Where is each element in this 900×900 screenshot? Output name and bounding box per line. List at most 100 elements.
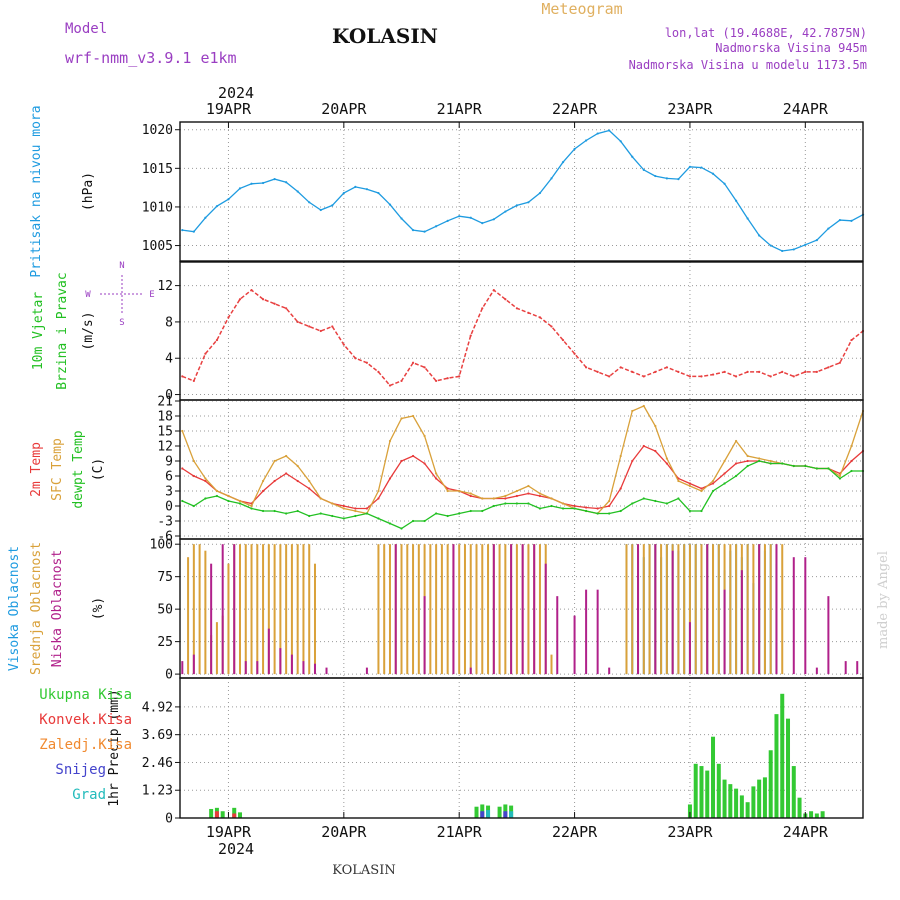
data-point bbox=[423, 230, 426, 233]
data-bar bbox=[654, 544, 657, 675]
data-point bbox=[342, 343, 345, 346]
data-point bbox=[308, 487, 311, 490]
data-bar bbox=[844, 661, 847, 675]
legend-convective-rain: Konvek.Kisa bbox=[39, 712, 132, 728]
top-year-label: 2024 bbox=[218, 84, 254, 102]
data-point bbox=[296, 479, 299, 483]
data-point bbox=[677, 479, 680, 483]
data-point bbox=[192, 230, 195, 233]
data-point bbox=[573, 352, 576, 355]
data-point bbox=[792, 375, 795, 378]
data-point bbox=[192, 379, 195, 383]
series-line bbox=[182, 288, 864, 387]
data-bar bbox=[814, 813, 819, 818]
y-tick-label: 6 bbox=[165, 470, 173, 485]
data-bar bbox=[728, 784, 733, 818]
data-bar bbox=[187, 557, 190, 675]
data-point bbox=[827, 227, 830, 230]
compass-south-label: S bbox=[119, 318, 124, 328]
data-point bbox=[238, 499, 242, 503]
data-bar bbox=[192, 654, 195, 675]
data-point bbox=[631, 459, 634, 463]
data-point bbox=[769, 375, 772, 378]
y-tick-label: 1010 bbox=[142, 200, 173, 215]
data-bar bbox=[815, 667, 818, 675]
data-point bbox=[677, 370, 680, 373]
data-bar bbox=[509, 811, 514, 818]
data-bar bbox=[452, 544, 455, 675]
data-point bbox=[711, 489, 715, 493]
data-point bbox=[458, 489, 461, 493]
data-point bbox=[481, 497, 484, 500]
data-point bbox=[238, 187, 242, 190]
data-point bbox=[227, 198, 230, 201]
data-bar bbox=[769, 544, 772, 675]
data-bar bbox=[688, 544, 691, 675]
data-bar bbox=[238, 544, 241, 675]
data-point bbox=[561, 161, 565, 164]
y-axis-title-line: Visoka Oblacnost bbox=[7, 546, 22, 671]
data-point bbox=[504, 298, 507, 301]
data-point bbox=[665, 177, 668, 180]
data-point bbox=[273, 459, 276, 463]
data-point bbox=[273, 479, 276, 483]
day-label: 22APR bbox=[552, 823, 598, 841]
data-bar bbox=[763, 544, 766, 675]
data-bar bbox=[712, 544, 715, 675]
data-bar bbox=[693, 763, 698, 818]
data-point bbox=[261, 489, 265, 493]
data-point bbox=[561, 502, 565, 505]
data-bar bbox=[722, 779, 727, 818]
data-point bbox=[365, 361, 369, 364]
data-point bbox=[515, 489, 518, 493]
data-bar bbox=[797, 797, 802, 818]
data-point bbox=[504, 497, 507, 500]
data-point bbox=[204, 352, 207, 355]
data-bar bbox=[463, 544, 466, 675]
data-point bbox=[596, 512, 599, 515]
data-point bbox=[308, 201, 311, 204]
data-bar bbox=[302, 544, 305, 675]
data-point bbox=[261, 298, 265, 301]
data-bar bbox=[550, 654, 553, 675]
data-point bbox=[181, 229, 184, 232]
data-bar bbox=[780, 693, 785, 818]
data-point bbox=[631, 502, 634, 505]
data-point bbox=[688, 375, 692, 378]
data-point bbox=[723, 182, 726, 185]
data-point bbox=[838, 477, 842, 480]
data-bar bbox=[544, 563, 547, 675]
data-bar bbox=[786, 718, 791, 818]
data-point bbox=[642, 375, 645, 378]
day-label: 23APR bbox=[667, 823, 713, 841]
data-point bbox=[573, 507, 576, 510]
data-point bbox=[631, 370, 634, 373]
compass-west-label: W bbox=[85, 290, 91, 300]
model-label: Model bbox=[65, 21, 107, 37]
data-bar bbox=[377, 544, 380, 675]
data-point bbox=[585, 506, 588, 509]
data-point bbox=[538, 191, 542, 195]
data-bar bbox=[227, 563, 230, 675]
data-point bbox=[365, 188, 369, 191]
data-point bbox=[619, 366, 622, 369]
data-point bbox=[688, 482, 692, 485]
day-label: 21APR bbox=[437, 100, 483, 118]
data-point bbox=[388, 203, 392, 206]
y-axis-title-line: (hPa) bbox=[81, 172, 96, 211]
data-point bbox=[411, 454, 415, 458]
data-bar bbox=[237, 812, 242, 818]
data-bar bbox=[423, 596, 426, 675]
data-point bbox=[769, 459, 772, 463]
data-point bbox=[642, 497, 645, 500]
data-point bbox=[734, 462, 738, 465]
data-point bbox=[458, 375, 461, 378]
model-name: wrf-nmm_v3.9.1 e1km bbox=[65, 49, 237, 67]
panel-frame bbox=[179, 677, 864, 819]
footer-station: KOLASIN bbox=[332, 863, 395, 878]
data-bar bbox=[625, 544, 628, 675]
data-point bbox=[758, 459, 761, 463]
data-bar bbox=[302, 661, 305, 675]
data-point bbox=[619, 509, 622, 513]
